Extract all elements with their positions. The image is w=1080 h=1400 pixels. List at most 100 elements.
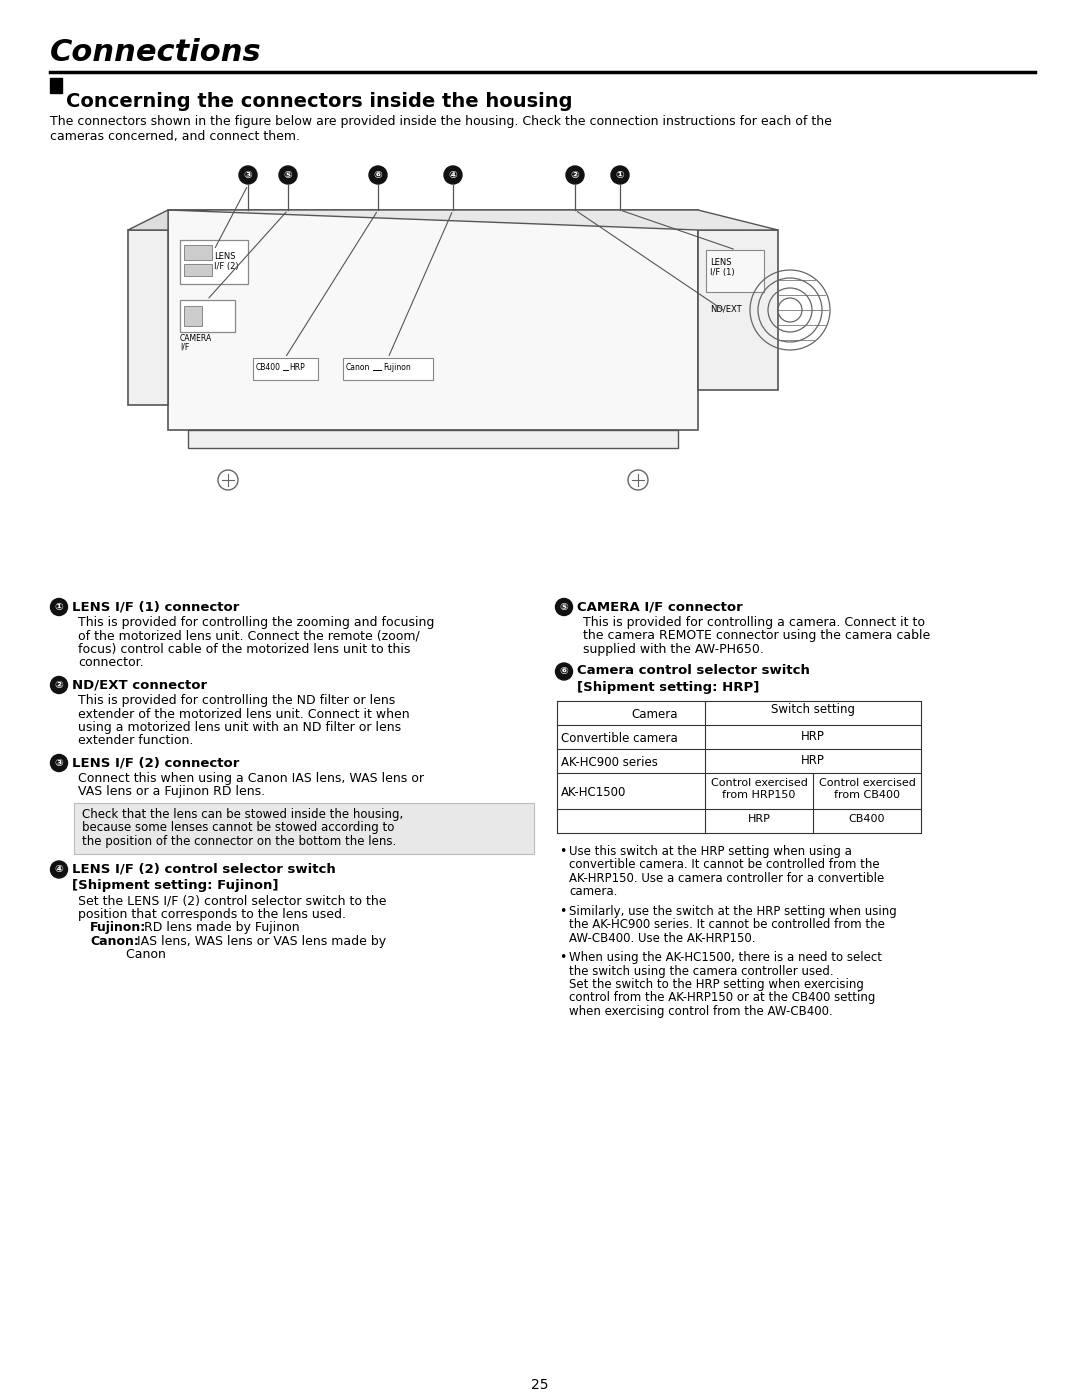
- Text: Connect this when using a Canon IAS lens, WAS lens or: Connect this when using a Canon IAS lens…: [78, 771, 424, 785]
- Bar: [706, 251, 764, 293]
- Text: ④: ④: [55, 864, 64, 875]
- Text: Convertible camera: Convertible camera: [561, 731, 678, 745]
- Text: the camera REMOTE connector using the camera cable: the camera REMOTE connector using the ca…: [583, 630, 930, 643]
- Text: HRP: HRP: [801, 755, 825, 767]
- Text: because some lenses cannot be stowed according to: because some lenses cannot be stowed acc…: [82, 822, 394, 834]
- Text: HRP: HRP: [801, 729, 825, 743]
- Text: ①: ①: [616, 169, 624, 181]
- Text: Concerning the connectors inside the housing: Concerning the connectors inside the hou…: [66, 92, 572, 111]
- Text: ②: ②: [55, 680, 64, 690]
- Circle shape: [51, 676, 67, 693]
- Text: Connections: Connections: [50, 38, 261, 67]
- Circle shape: [369, 167, 387, 183]
- Text: ④: ④: [448, 169, 457, 181]
- Text: Similarly, use the switch at the HRP setting when using: Similarly, use the switch at the HRP set…: [569, 904, 896, 917]
- Text: position that corresponds to the lens used.: position that corresponds to the lens us…: [78, 909, 346, 921]
- Bar: [188, 430, 678, 448]
- Text: •: •: [559, 844, 566, 857]
- Text: ⑥: ⑥: [374, 169, 382, 181]
- Text: the AK-HC900 series. It cannot be controlled from the: the AK-HC900 series. It cannot be contro…: [569, 918, 885, 931]
- Text: convertible camera. It cannot be controlled from the: convertible camera. It cannot be control…: [569, 858, 879, 871]
- Circle shape: [444, 167, 462, 183]
- Circle shape: [51, 755, 67, 771]
- Text: from HRP150: from HRP150: [723, 791, 796, 801]
- Polygon shape: [168, 210, 778, 230]
- Text: when exercising control from the AW-CB400.: when exercising control from the AW-CB40…: [569, 1005, 833, 1018]
- Text: Fujinon: Fujinon: [383, 363, 410, 372]
- Text: This is provided for controlling the ND filter or lens: This is provided for controlling the ND …: [78, 694, 395, 707]
- Text: ③: ③: [244, 169, 253, 181]
- Text: ⑤: ⑤: [559, 602, 568, 612]
- Circle shape: [279, 167, 297, 183]
- Text: CAMERA I/F connector: CAMERA I/F connector: [577, 601, 743, 613]
- Text: RD lens made by Fujinon: RD lens made by Fujinon: [136, 921, 300, 935]
- Text: LENS I/F (2) control selector switch: LENS I/F (2) control selector switch: [72, 862, 336, 875]
- Text: control from the AK-HRP150 or at the CB400 setting: control from the AK-HRP150 or at the CB4…: [569, 991, 876, 1005]
- Text: AW-CB400. Use the AK-HRP150.: AW-CB400. Use the AK-HRP150.: [569, 931, 756, 945]
- Text: Fujinon:: Fujinon:: [90, 921, 146, 935]
- Bar: [343, 358, 433, 379]
- Text: IAS lens, WAS lens or VAS lens made by: IAS lens, WAS lens or VAS lens made by: [125, 935, 386, 948]
- Text: When using the AK-HC1500, there is a need to select: When using the AK-HC1500, there is a nee…: [569, 951, 882, 965]
- Text: LENS I/F (1) connector: LENS I/F (1) connector: [72, 601, 240, 613]
- Circle shape: [239, 167, 257, 183]
- Text: Check that the lens can be stowed inside the housing,: Check that the lens can be stowed inside…: [82, 808, 403, 820]
- Text: Canon: Canon: [346, 363, 370, 372]
- Text: connector.: connector.: [78, 657, 144, 669]
- Text: supplied with the AW-PH650.: supplied with the AW-PH650.: [583, 643, 764, 657]
- Text: the switch using the camera controller used.: the switch using the camera controller u…: [569, 965, 834, 977]
- Text: LENS: LENS: [214, 252, 235, 260]
- Text: •: •: [559, 951, 566, 965]
- Polygon shape: [129, 210, 168, 230]
- Circle shape: [611, 167, 629, 183]
- Text: VAS lens or a Fujinon RD lens.: VAS lens or a Fujinon RD lens.: [78, 785, 265, 798]
- Text: Switch setting: Switch setting: [771, 703, 855, 715]
- Bar: [184, 307, 202, 326]
- Text: CB400: CB400: [849, 815, 886, 825]
- Text: 25: 25: [531, 1378, 549, 1392]
- Circle shape: [51, 861, 67, 878]
- Text: camera.: camera.: [569, 885, 618, 897]
- Bar: [168, 210, 698, 430]
- Text: Control exercised: Control exercised: [711, 778, 808, 788]
- Text: AK-HRP150. Use a camera controller for a convertible: AK-HRP150. Use a camera controller for a…: [569, 871, 885, 885]
- Text: Control exercised: Control exercised: [819, 778, 916, 788]
- Circle shape: [51, 599, 67, 616]
- Text: Use this switch at the HRP setting when using a: Use this switch at the HRP setting when …: [569, 844, 852, 857]
- Text: extender of the motorized lens unit. Connect it when: extender of the motorized lens unit. Con…: [78, 707, 409, 721]
- Text: Camera control selector switch: Camera control selector switch: [577, 665, 810, 678]
- Text: Set the switch to the HRP setting when exercising: Set the switch to the HRP setting when e…: [569, 979, 864, 991]
- Text: I/F (1): I/F (1): [710, 267, 734, 277]
- Text: •: •: [559, 904, 566, 917]
- Text: ND/EXT: ND/EXT: [710, 305, 742, 314]
- Text: AK-HC1500: AK-HC1500: [561, 785, 626, 798]
- Text: focus) control cable of the motorized lens unit to this: focus) control cable of the motorized le…: [78, 643, 410, 657]
- Text: ②: ②: [570, 169, 579, 181]
- Text: Camera: Camera: [631, 708, 677, 721]
- Text: using a motorized lens unit with an ND filter or lens: using a motorized lens unit with an ND f…: [78, 721, 401, 734]
- Text: ⑥: ⑥: [559, 666, 568, 676]
- Polygon shape: [129, 210, 168, 230]
- Bar: [253, 358, 318, 379]
- Circle shape: [566, 167, 584, 183]
- Text: LENS I/F (2) connector: LENS I/F (2) connector: [72, 756, 240, 769]
- Text: HRP: HRP: [289, 363, 305, 372]
- Text: the position of the connector on the bottom the lens.: the position of the connector on the bot…: [82, 834, 396, 848]
- Text: from CB400: from CB400: [834, 791, 900, 801]
- Text: Set the LENS I/F (2) control selector switch to the: Set the LENS I/F (2) control selector sw…: [78, 895, 387, 907]
- Text: Canon: Canon: [90, 949, 166, 962]
- Text: Canon:: Canon:: [90, 935, 139, 948]
- Circle shape: [555, 599, 572, 616]
- Text: The connectors shown in the figure below are provided inside the housing. Check : The connectors shown in the figure below…: [50, 115, 832, 143]
- Bar: [180, 300, 235, 332]
- Text: HRP: HRP: [747, 815, 770, 825]
- Text: of the motorized lens unit. Connect the remote (zoom/: of the motorized lens unit. Connect the …: [78, 630, 420, 643]
- Text: This is provided for controlling the zooming and focusing: This is provided for controlling the zoo…: [78, 616, 434, 629]
- Text: CB400: CB400: [256, 363, 281, 372]
- Circle shape: [555, 664, 572, 680]
- Bar: [698, 230, 778, 391]
- Text: CAMERA: CAMERA: [180, 335, 213, 343]
- Text: LENS: LENS: [710, 258, 731, 267]
- Text: [Shipment setting: HRP]: [Shipment setting: HRP]: [577, 680, 759, 693]
- Text: ND/EXT connector: ND/EXT connector: [72, 678, 207, 692]
